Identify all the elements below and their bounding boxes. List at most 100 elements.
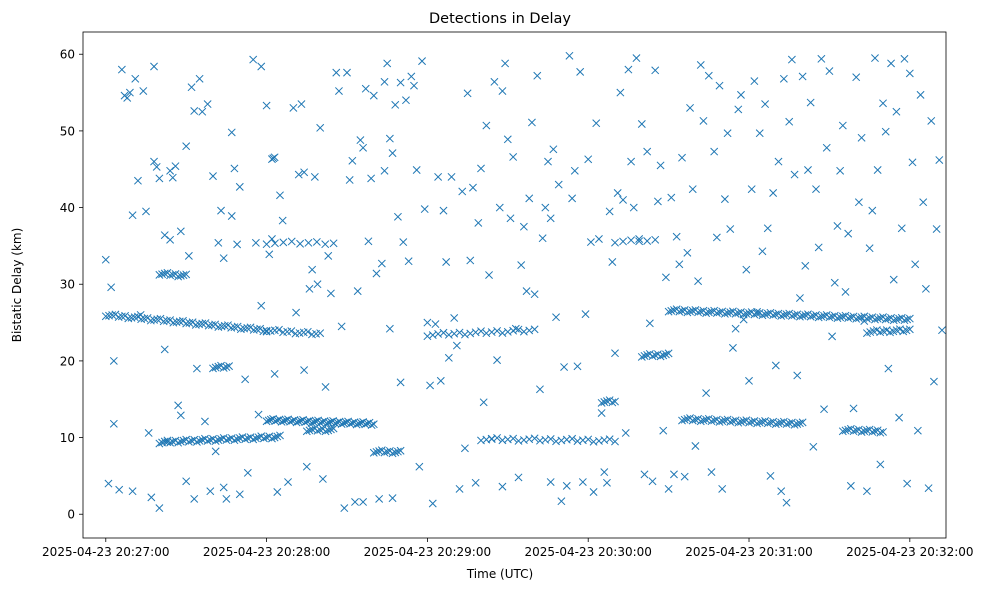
data-point-marker — [372, 447, 381, 456]
data-point-marker — [324, 426, 333, 435]
data-point-marker — [471, 478, 480, 487]
data-point-marker — [498, 87, 507, 95]
data-point-marker — [900, 54, 909, 63]
data-point-marker — [276, 431, 284, 440]
x-tick-label: 2025-04-23 20:27:00 — [42, 545, 169, 559]
data-point-marker — [312, 237, 321, 246]
data-point-marker — [718, 417, 727, 426]
data-point-marker — [166, 438, 175, 447]
data-point-marker — [691, 415, 700, 424]
data-point-marker — [302, 462, 311, 471]
data-point-marker — [686, 103, 695, 112]
data-point-marker — [388, 494, 397, 503]
data-point-marker — [249, 325, 258, 334]
data-point-marker — [629, 203, 638, 212]
data-point-marker — [568, 434, 577, 443]
data-point-marker — [613, 189, 622, 197]
data-point-marker — [546, 478, 555, 486]
data-point-marker — [627, 157, 636, 166]
data-point-marker — [782, 310, 791, 319]
data-point-marker — [755, 418, 764, 427]
data-point-marker — [321, 427, 330, 436]
data-point-marker — [337, 322, 346, 331]
x-tick-label: 2025-04-23 20:29:00 — [364, 545, 491, 559]
data-point-marker — [530, 290, 539, 299]
data-point-marker — [286, 417, 295, 426]
data-point-marker — [862, 487, 871, 496]
data-point-marker — [750, 77, 759, 86]
data-point-marker — [257, 301, 266, 310]
data-point-marker — [670, 470, 678, 479]
data-point-marker — [264, 416, 273, 425]
data-point-marker — [271, 417, 280, 426]
data-point-marker — [854, 198, 863, 207]
data-point-marker — [354, 419, 363, 428]
data-point-marker — [876, 428, 885, 437]
data-point-marker — [209, 172, 217, 181]
y-tick-label: 10 — [60, 431, 75, 445]
data-point-marker — [549, 145, 558, 154]
data-point-marker — [726, 308, 735, 317]
data-point-marker — [919, 198, 928, 207]
data-point-marker — [326, 425, 335, 434]
data-point-marker — [608, 258, 617, 266]
data-point-marker — [270, 153, 279, 162]
data-point-marker — [407, 72, 416, 81]
data-point-marker — [296, 239, 305, 248]
data-point-marker — [865, 244, 874, 253]
data-point-marker — [235, 182, 244, 191]
data-point-marker — [718, 484, 727, 493]
data-point-marker — [356, 418, 365, 427]
data-point-marker — [160, 231, 169, 240]
data-point-marker — [190, 107, 199, 115]
data-point-marker — [560, 363, 569, 371]
data-point-marker — [731, 324, 740, 333]
data-point-marker — [589, 488, 598, 496]
data-point-marker — [452, 341, 461, 350]
data-point-marker — [683, 248, 692, 257]
data-point-marker — [385, 134, 394, 143]
data-point-marker — [230, 436, 239, 445]
data-point-marker — [241, 435, 250, 444]
data-point-marker — [838, 312, 847, 321]
data-point-marker — [324, 418, 333, 427]
data-point-marker — [460, 444, 469, 453]
data-point-marker — [530, 325, 539, 334]
data-point-marker — [278, 216, 287, 225]
data-point-marker — [879, 99, 887, 108]
data-point-marker — [305, 284, 314, 293]
data-point-marker — [828, 332, 837, 341]
data-point-marker — [771, 420, 780, 429]
data-point-marker — [289, 103, 298, 112]
data-point-marker — [147, 493, 156, 502]
data-point-marker — [329, 424, 338, 433]
data-point-marker — [160, 269, 169, 278]
data-point-marker — [243, 323, 252, 332]
data-point-marker — [249, 55, 258, 64]
data-point-marker — [557, 497, 566, 506]
data-point-marker — [712, 309, 721, 318]
data-point-marker — [324, 251, 333, 260]
data-point-marker — [155, 270, 164, 279]
data-point-marker — [833, 314, 842, 323]
data-point-marker — [675, 307, 684, 316]
y-tick-label: 20 — [60, 354, 75, 368]
data-point-marker — [702, 389, 711, 398]
data-point-marker — [426, 381, 435, 390]
data-point-marker — [844, 314, 853, 323]
data-point-marker — [702, 415, 711, 424]
data-point-marker — [318, 475, 327, 483]
data-point-marker — [734, 105, 743, 114]
data-point-marker — [176, 411, 185, 420]
data-point-marker — [326, 289, 335, 298]
data-point-marker — [276, 191, 284, 200]
data-point-marker — [686, 307, 695, 316]
data-point-marker — [176, 437, 185, 446]
data-point-marker — [879, 427, 887, 436]
data-point-marker — [619, 195, 627, 204]
data-point-marker — [316, 425, 325, 434]
data-point-marker — [262, 101, 271, 110]
data-point-marker — [814, 313, 823, 322]
data-point-marker — [745, 376, 753, 385]
data-point-marker — [728, 343, 737, 352]
